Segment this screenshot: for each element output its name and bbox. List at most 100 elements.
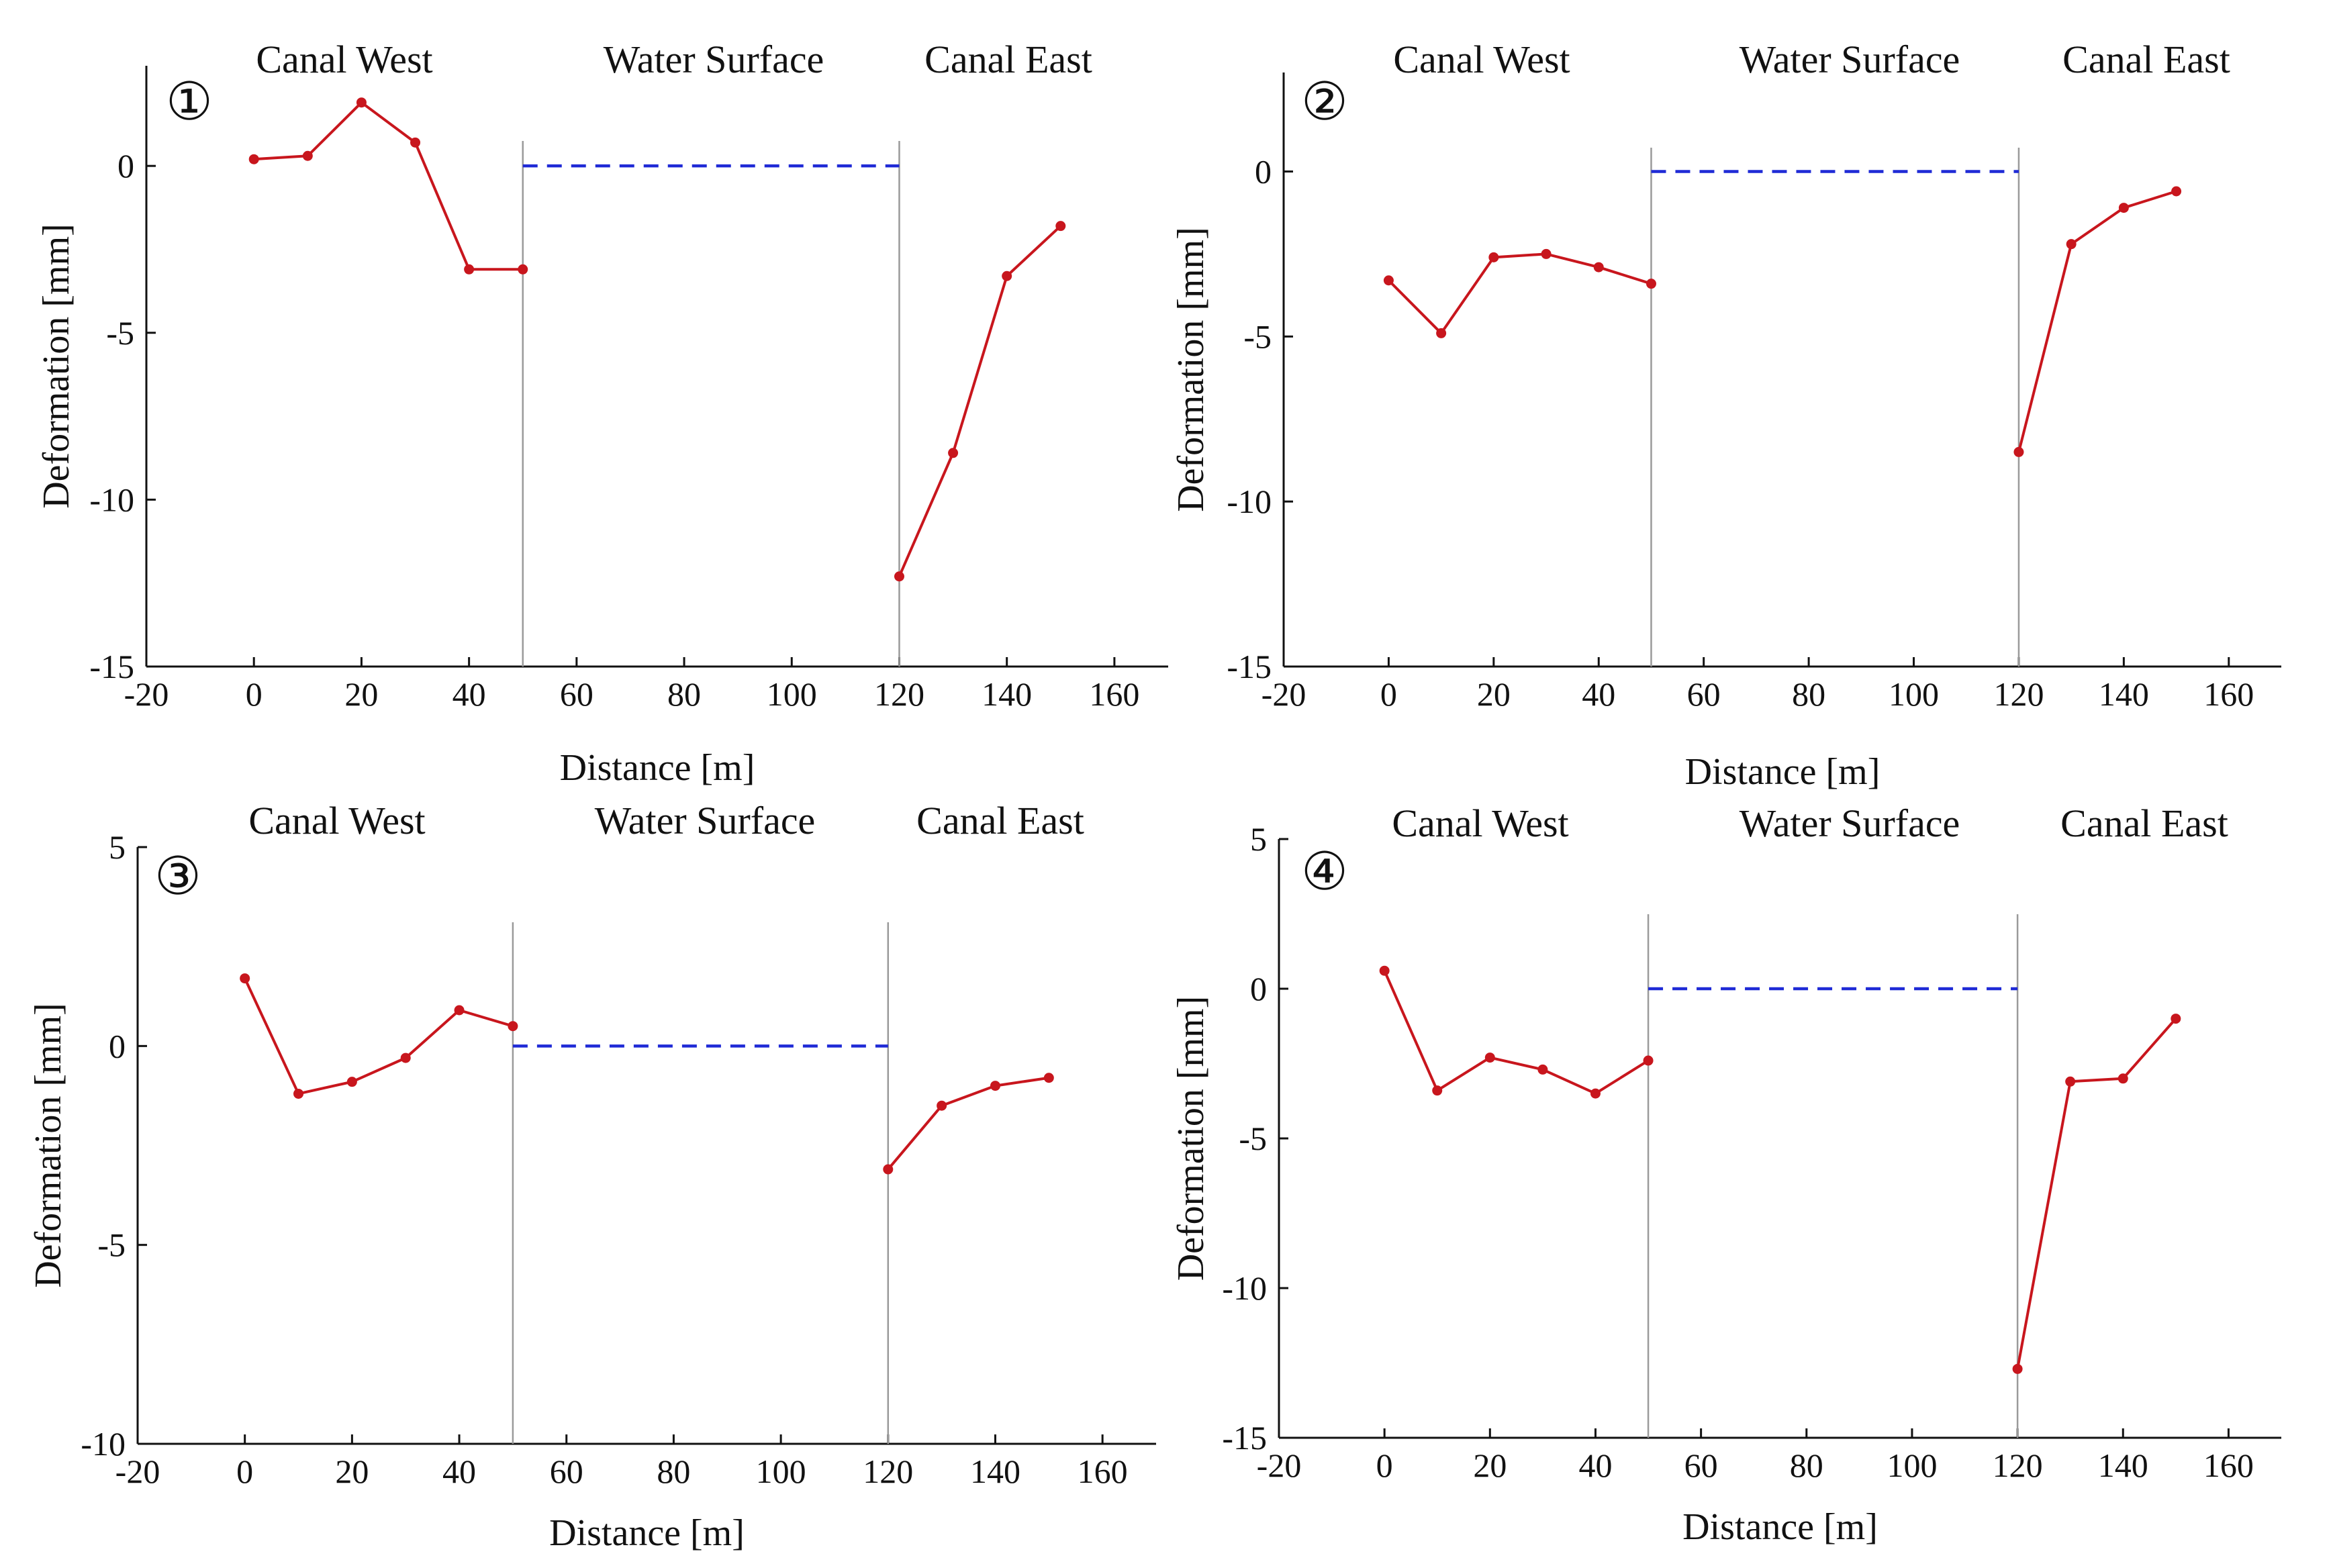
data-point — [410, 137, 421, 148]
y-axis-title: Deformation [mm] — [36, 224, 77, 509]
x-tick-label: 60 — [1687, 675, 1721, 713]
x-tick-label: 0 — [1380, 675, 1397, 713]
y-tick-label: -5 — [106, 314, 134, 352]
x-tick-label: -20 — [1257, 1447, 1302, 1484]
data-point — [1537, 1064, 1548, 1075]
x-tick-label: 40 — [442, 1453, 476, 1490]
x-tick-label: 0 — [246, 675, 263, 713]
data-point — [948, 448, 959, 458]
data-point — [1593, 262, 1604, 273]
data-point — [990, 1081, 1000, 1091]
data-point — [2066, 239, 2077, 250]
data-point — [1646, 279, 1656, 289]
data-point — [1484, 1052, 1495, 1063]
region-label-canal-east: Canal East — [2060, 801, 2228, 845]
region-label-canal-west: Canal West — [1393, 38, 1570, 81]
x-tick-label: 120 — [1993, 675, 2044, 713]
region-label-water-surface: Water Surface — [595, 799, 816, 842]
series-line-east — [2017, 190, 2177, 452]
x-axis-title: Distance [m] — [1685, 751, 1880, 793]
x-tick-label: -20 — [1261, 675, 1306, 713]
x-tick-label: 80 — [1790, 1447, 1823, 1484]
series-line-west — [254, 101, 523, 271]
panel-number-label: ② — [1301, 72, 1348, 131]
data-point — [356, 97, 367, 108]
x-tick-label: 20 — [1477, 675, 1511, 713]
x-tick-label: 40 — [1582, 675, 1615, 713]
series-line-east — [887, 1076, 1049, 1171]
data-point — [1488, 252, 1499, 262]
data-point — [1432, 1085, 1443, 1096]
series-line-west — [243, 977, 514, 1095]
chart-panel-4: -20 0 20 40 60 80 100 120 140 160 -15 -10 -5 0 5 Distan… — [1170, 801, 2281, 1548]
panel-number-label: ③ — [154, 847, 201, 905]
x-axis-title: Distance [m] — [549, 1512, 745, 1554]
x-tick-label: 120 — [874, 675, 924, 713]
y-tick-label: 0 — [1255, 153, 1272, 191]
series-line-west — [1383, 970, 1650, 1095]
x-tick-label: 160 — [1089, 675, 1139, 713]
x-tick-label: 160 — [2203, 675, 2254, 713]
y-axis-title: Deformation [mm] — [28, 1003, 69, 1288]
y-tick-label: -5 — [1243, 317, 1272, 355]
chart-panel-1: -20 0 20 40 60 80 100 120 140 160 -15 -10 -5 0 Distanc… — [36, 38, 1168, 789]
data-point — [464, 264, 475, 275]
x-tick-label: 80 — [657, 1453, 690, 1490]
y-tick-label: -10 — [1227, 483, 1272, 520]
y-tick-label: -5 — [1239, 1120, 1267, 1157]
data-point — [894, 571, 904, 582]
series-line-west — [1388, 252, 1652, 335]
x-tick-label: -20 — [115, 1453, 160, 1490]
x-tick-label: 0 — [1376, 1447, 1393, 1484]
x-tick-label: 0 — [236, 1453, 253, 1490]
data-point — [1643, 1055, 1654, 1066]
data-point — [346, 1077, 357, 1087]
data-point — [240, 973, 250, 984]
x-tick-label: 120 — [1993, 1447, 2043, 1484]
data-point — [937, 1100, 947, 1111]
data-point — [2012, 1363, 2023, 1374]
data-point — [1383, 275, 1394, 286]
y-tick-label: -10 — [1222, 1269, 1267, 1307]
x-tick-label: 100 — [756, 1453, 806, 1490]
x-tick-label: 140 — [2098, 1447, 2148, 1484]
x-tick-label: 160 — [2203, 1447, 2254, 1484]
data-point — [1541, 248, 1552, 259]
x-tick-label: 20 — [1473, 1447, 1507, 1484]
chart-panel-2: -20 0 20 40 60 80 100 120 140 160 -15 -10 -5 0 Distanc… — [1170, 38, 2281, 793]
data-point — [302, 150, 313, 161]
y-tick-label: -10 — [89, 481, 134, 518]
panel-number-label: ① — [166, 72, 213, 131]
data-point — [2171, 186, 2182, 197]
region-label-canal-west: Canal West — [256, 38, 432, 81]
region-label-canal-west: Canal West — [248, 799, 425, 842]
x-tick-label: 80 — [667, 675, 701, 713]
data-point — [1379, 965, 1390, 976]
x-tick-label: 140 — [2099, 675, 2149, 713]
y-tick-label: 0 — [1250, 970, 1267, 1008]
y-axis-title: Deformation [mm] — [1170, 996, 1212, 1281]
panel-number-label: ④ — [1301, 842, 1348, 901]
y-tick-label: -5 — [97, 1226, 126, 1264]
data-point — [454, 1005, 465, 1016]
y-tick-label: -15 — [89, 648, 134, 685]
data-point — [293, 1088, 304, 1099]
region-label-canal-east: Canal East — [916, 799, 1084, 842]
data-point — [248, 154, 259, 164]
y-tick-label: -15 — [1222, 1419, 1267, 1457]
data-point — [1002, 271, 1012, 281]
data-point — [518, 264, 528, 275]
y-tick-label: 0 — [109, 1027, 126, 1065]
region-label-canal-east: Canal East — [924, 38, 1092, 81]
region-label-water-surface: Water Surface — [1740, 801, 1960, 845]
x-axis-title: Distance [m] — [560, 747, 755, 789]
data-point — [2065, 1076, 2076, 1087]
x-tick-label: 140 — [970, 1453, 1020, 1490]
y-axis-title: Deformation [mm] — [1170, 227, 1212, 512]
data-point — [883, 1164, 894, 1175]
data-point — [1055, 221, 1066, 232]
chart-panel-3: -20 0 20 40 60 80 100 120 140 160 -10 -5 0 5 Distance … — [28, 799, 1156, 1554]
x-axis-title: Distance [m] — [1682, 1506, 1878, 1548]
x-tick-label: 140 — [982, 675, 1032, 713]
x-tick-label: 100 — [767, 675, 817, 713]
